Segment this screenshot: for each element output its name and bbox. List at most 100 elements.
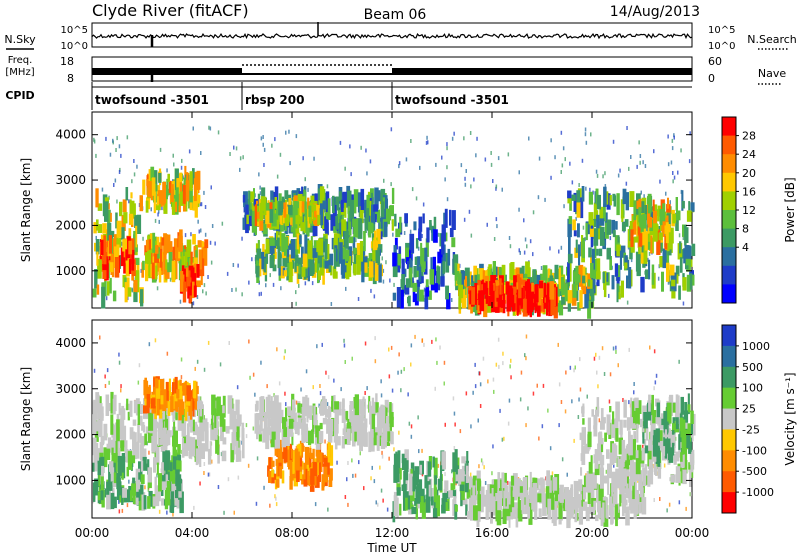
data-cell	[479, 292, 485, 312]
data-cell	[315, 427, 318, 438]
data-cell	[151, 406, 156, 414]
data-cell	[335, 409, 339, 424]
data-cell	[171, 470, 176, 484]
data-cell	[125, 187, 129, 201]
data-cell	[126, 398, 129, 411]
data-cell	[671, 438, 675, 456]
data-cell	[447, 248, 451, 266]
scatter-cell	[609, 372, 612, 377]
data-cell	[522, 477, 528, 498]
data-cell	[452, 469, 456, 491]
data-cell	[486, 302, 492, 313]
data-cell	[680, 452, 683, 462]
data-cell	[368, 253, 374, 261]
data-cell	[241, 428, 245, 441]
scatter-cell	[417, 246, 420, 251]
data-cell	[690, 202, 695, 212]
data-cell	[554, 264, 559, 280]
data-cell	[269, 202, 273, 211]
data-cell	[581, 186, 585, 202]
data-cell	[191, 437, 196, 457]
data-cell	[172, 382, 175, 396]
data-cell	[418, 479, 423, 499]
data-cell	[130, 455, 136, 464]
data-cell	[292, 259, 295, 269]
scatter-cell	[630, 155, 632, 159]
freq-label-line2: [MHz]	[5, 67, 34, 78]
data-cell	[329, 419, 334, 432]
data-cell	[378, 407, 383, 429]
data-cell	[188, 188, 193, 209]
data-cell	[96, 251, 99, 266]
data-cell	[348, 256, 352, 277]
data-cell	[622, 188, 627, 205]
data-cell	[304, 201, 307, 218]
scatter-cell	[127, 296, 129, 301]
data-cell	[567, 218, 572, 238]
data-cell	[246, 214, 249, 225]
scatter-cell	[157, 212, 159, 217]
data-cell	[633, 404, 637, 424]
data-cell	[408, 267, 413, 288]
scatter-cell	[219, 362, 222, 367]
data-cell	[630, 397, 633, 419]
data-cell	[204, 239, 209, 249]
scatter-cell	[138, 363, 141, 368]
data-cell	[662, 248, 667, 269]
data-cell	[604, 212, 608, 223]
data-cell	[122, 487, 127, 498]
data-cell	[186, 239, 192, 260]
data-cell	[643, 439, 647, 446]
data-cell	[408, 250, 411, 259]
data-cell	[662, 203, 666, 222]
scatter-cell	[689, 131, 691, 136]
scatter-cell	[561, 163, 564, 168]
scatter-cell	[158, 219, 160, 224]
scatter-cell	[437, 232, 440, 237]
data-cell	[187, 286, 192, 296]
scatter-cell	[237, 475, 240, 480]
data-cell	[587, 279, 591, 287]
data-cell	[164, 418, 168, 436]
scatter-cell	[156, 286, 159, 291]
data-cell	[160, 378, 165, 392]
data-cell	[158, 473, 162, 492]
scatter-cell	[617, 173, 620, 178]
data-cell	[254, 413, 257, 434]
data-cell	[117, 455, 122, 476]
data-cell	[126, 277, 130, 293]
data-cell	[194, 196, 198, 218]
data-cell	[322, 200, 327, 210]
data-cell	[668, 447, 674, 463]
scatter-cell	[501, 187, 503, 192]
scatter-cell	[465, 169, 467, 173]
data-cell	[650, 469, 654, 485]
data-cell	[359, 429, 363, 452]
data-cell	[341, 259, 345, 279]
scatter-cell	[671, 138, 674, 143]
data-cell	[144, 377, 147, 393]
data-cell	[578, 274, 581, 283]
data-cell	[287, 263, 290, 276]
data-cell	[207, 448, 212, 465]
data-cell	[630, 460, 635, 481]
data-cell	[184, 251, 188, 273]
data-cell	[682, 277, 687, 291]
data-cell	[261, 251, 265, 270]
colorbar-tick-label: -100	[742, 444, 767, 457]
data-cell	[217, 436, 220, 455]
data-cell	[686, 210, 692, 222]
data-cell	[648, 233, 651, 242]
scatter-cell	[425, 140, 428, 145]
data-cell	[317, 254, 323, 268]
scatter-cell	[355, 238, 357, 243]
data-cell	[317, 270, 321, 280]
data-cell	[617, 285, 621, 300]
data-cell	[508, 285, 513, 303]
scatter-cell	[604, 184, 607, 188]
data-cell	[641, 201, 645, 213]
scatter-cell	[340, 387, 342, 392]
scatter-cell	[563, 204, 565, 209]
data-cell	[680, 396, 684, 415]
data-cell	[338, 191, 342, 202]
